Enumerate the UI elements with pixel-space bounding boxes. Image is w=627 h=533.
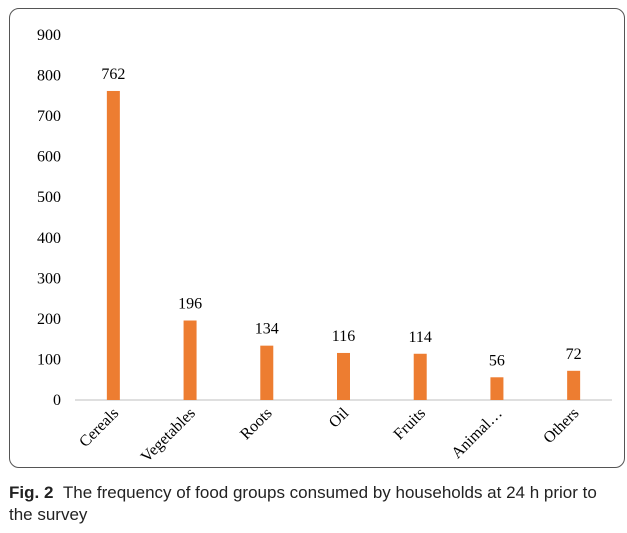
x-tick-label: Cereals — [76, 405, 122, 451]
y-tick-label: 600 — [37, 149, 61, 166]
y-tick-label: 100 — [37, 351, 61, 368]
y-tick-label: 700 — [37, 108, 61, 125]
x-tick-label: Roots — [237, 405, 275, 443]
bar — [183, 320, 197, 400]
x-tick-label: Vegetables — [138, 405, 199, 466]
category-labels: Cereals Vegetables Roots Oil Fruits Animal… Ot… — [76, 404, 582, 465]
bar — [567, 370, 581, 400]
data-label: 196 — [178, 296, 202, 313]
data-label: 134 — [255, 321, 279, 338]
data-labels: 762 196 134 116 114 56 72 — [101, 66, 581, 369]
y-tick-label: 300 — [37, 270, 61, 287]
bar — [413, 353, 427, 400]
x-tick-label: Fruits — [391, 405, 429, 443]
bar — [337, 352, 350, 400]
data-label: 116 — [332, 328, 355, 345]
y-axis-ticks: 0 100 200 300 400 500 600 700 800 900 — [37, 27, 61, 409]
caption-text: The frequency of food groups consumed by… — [9, 483, 597, 524]
y-tick-label: 800 — [37, 68, 61, 85]
y-tick-label: 900 — [37, 27, 61, 44]
data-label: 762 — [101, 66, 125, 83]
data-label: 72 — [566, 346, 582, 363]
bar-chart: 0 100 200 300 400 500 600 700 800 900 762 196 134 11… — [37, 27, 612, 466]
bar — [490, 377, 504, 400]
bars — [106, 90, 581, 400]
y-tick-label: 0 — [53, 392, 61, 409]
bar — [260, 345, 274, 400]
y-tick-label: 500 — [37, 189, 61, 206]
data-label: 114 — [409, 329, 432, 346]
data-label: 56 — [489, 352, 505, 369]
x-tick-label: Animal… — [448, 405, 505, 462]
x-tick-label: Others — [540, 405, 582, 447]
x-tick-label: Oil — [326, 404, 353, 431]
y-tick-label: 400 — [37, 230, 61, 247]
bar — [106, 90, 120, 400]
y-tick-label: 200 — [37, 311, 61, 328]
figure-caption: Fig. 2 The frequency of food groups cons… — [9, 482, 619, 526]
caption-prefix: Fig. 2 — [9, 483, 54, 502]
